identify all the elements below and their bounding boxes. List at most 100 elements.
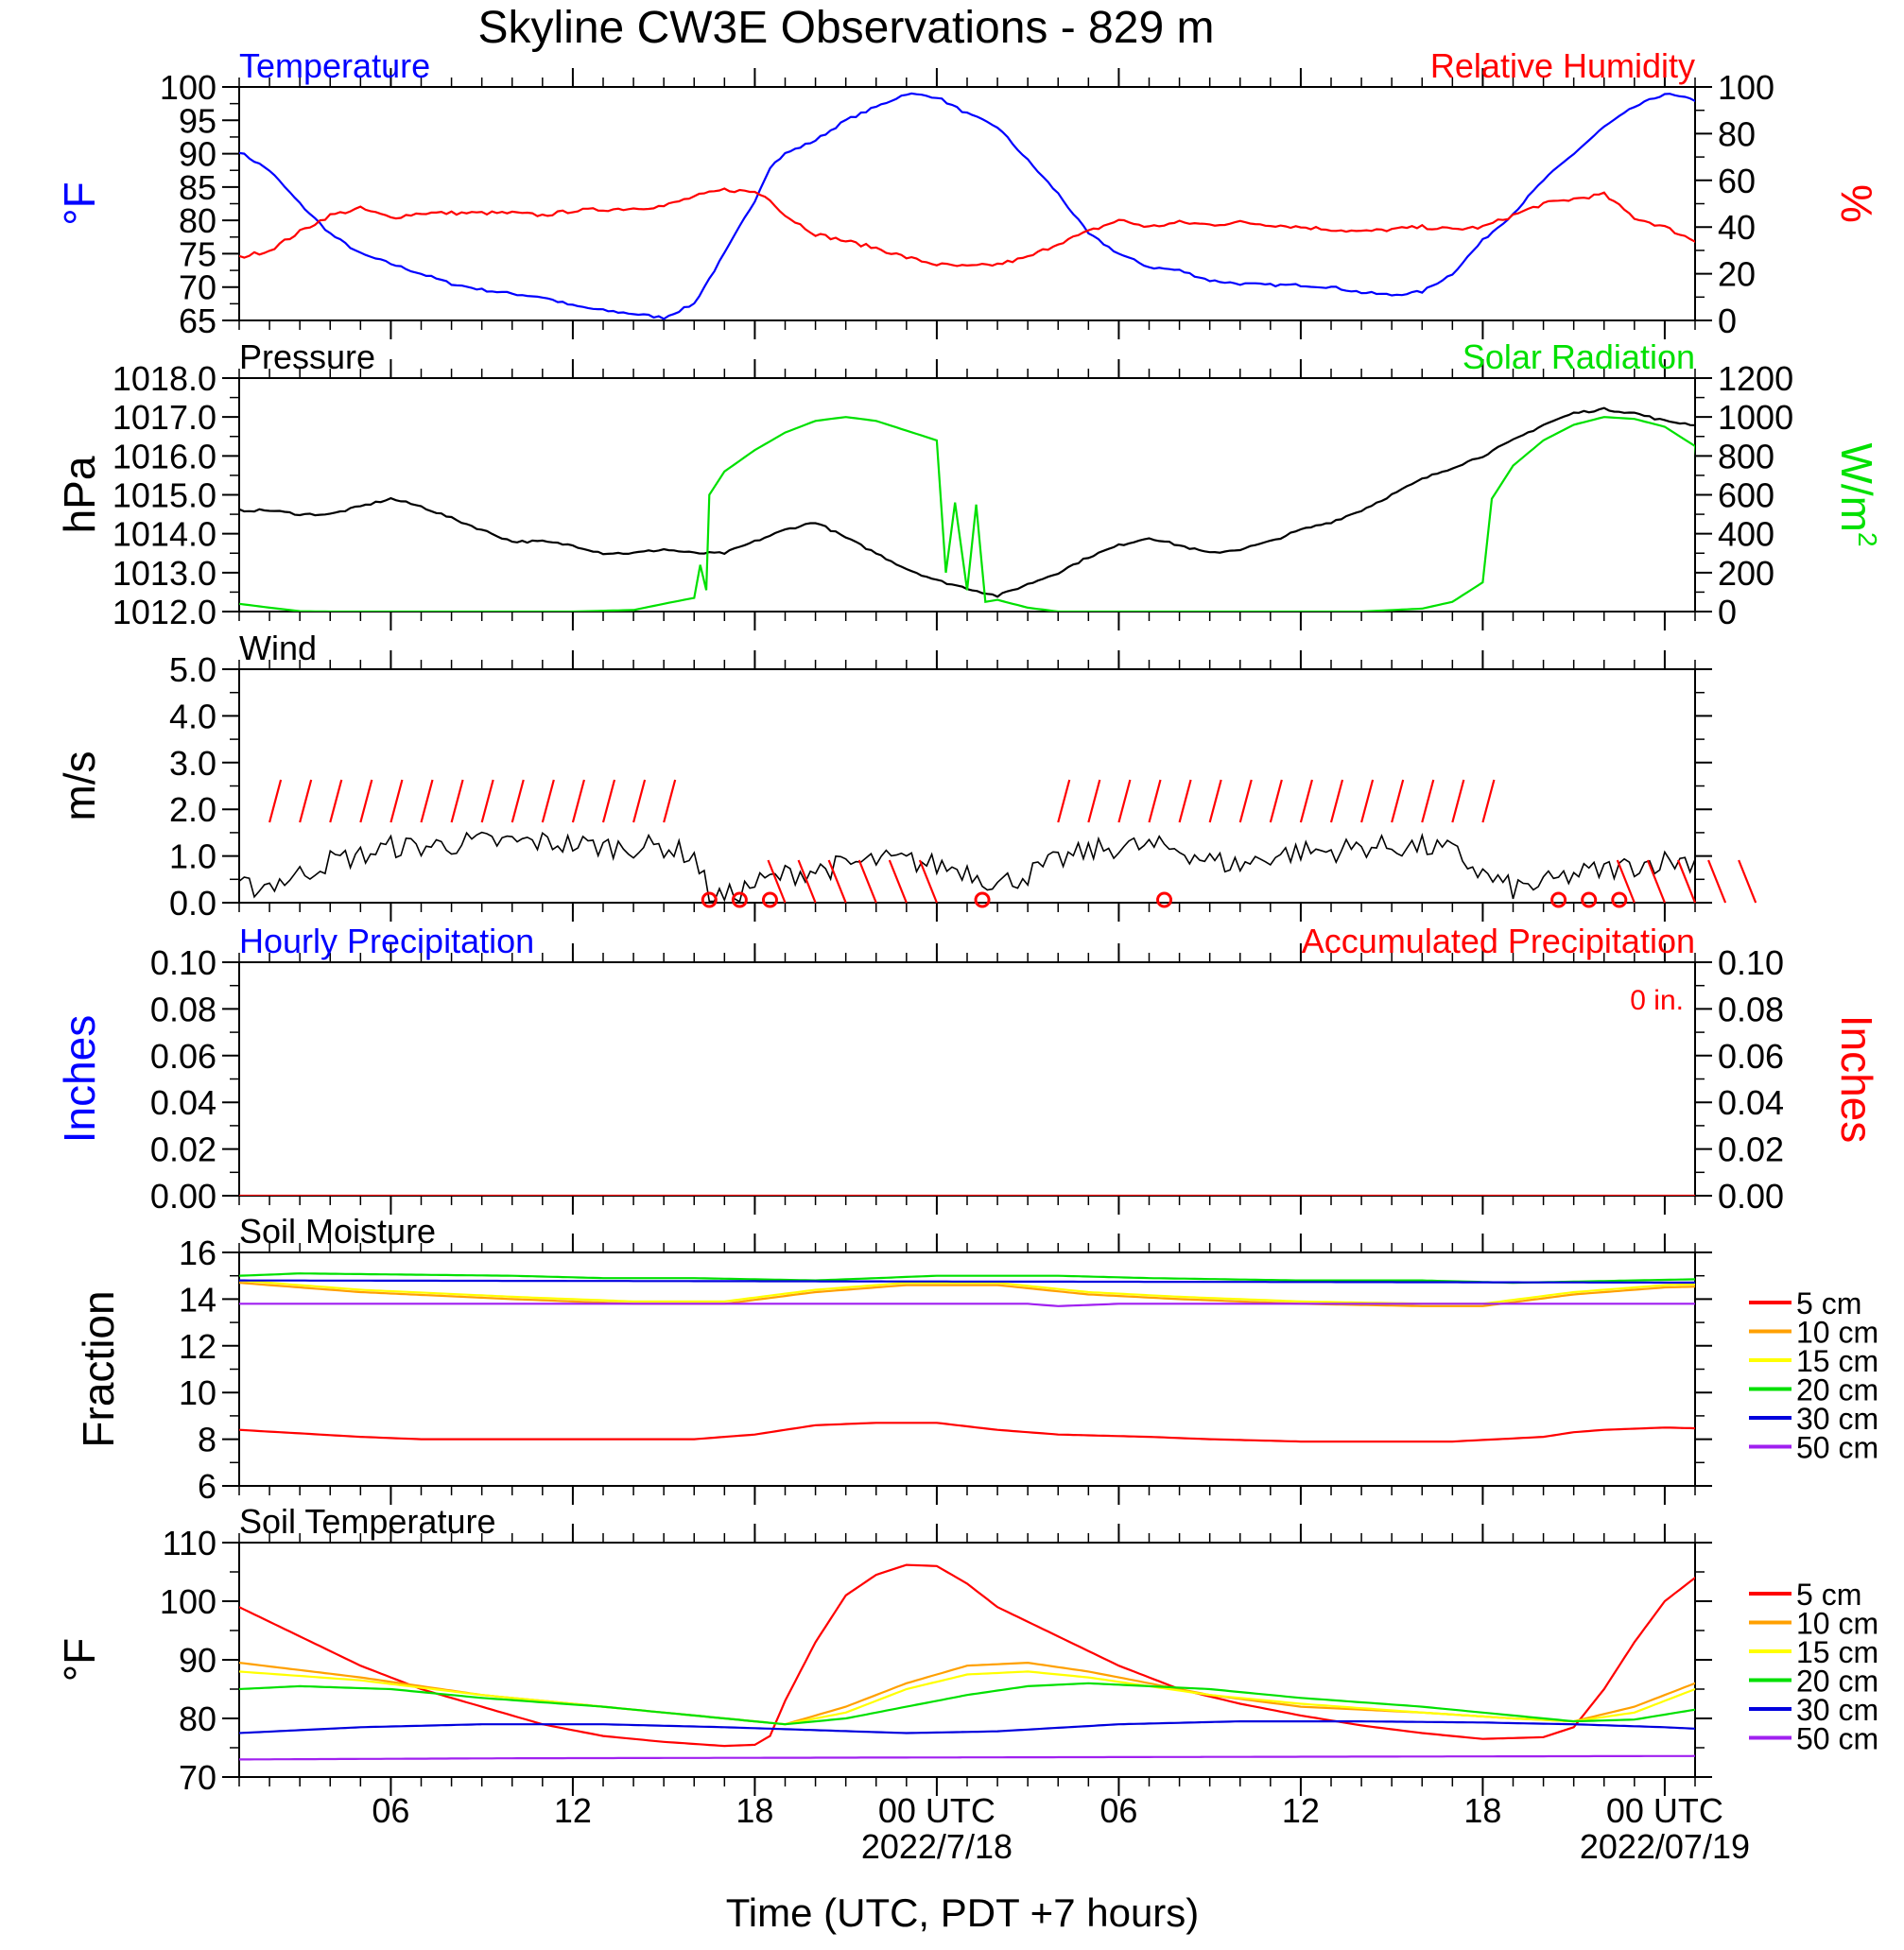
y-tick-label: 90 bbox=[179, 1641, 216, 1680]
calm-wind-marker bbox=[1581, 891, 1598, 908]
x-tick-date-label: 2022/7/18 bbox=[861, 1827, 1013, 1866]
wind-barb bbox=[1299, 779, 1313, 823]
y-tick-label: 0.06 bbox=[150, 1037, 216, 1076]
wind-barb bbox=[329, 779, 343, 823]
y-tick-label: 0.0 bbox=[169, 884, 216, 923]
y-tick-label: 85 bbox=[179, 168, 216, 207]
y-axis-label: hPa bbox=[55, 456, 104, 533]
y-tick-label: 0.08 bbox=[150, 990, 216, 1028]
legend-label: 10 cm bbox=[1796, 1607, 1878, 1641]
series-line-50cm bbox=[239, 1303, 1695, 1307]
legend-label: 50 cm bbox=[1796, 1431, 1878, 1465]
y-axis-label: Inches bbox=[55, 1015, 104, 1144]
series-line-solar bbox=[239, 416, 1695, 612]
y-tick-label: 100 bbox=[160, 68, 216, 107]
y2-axis-label-superscript: 2 bbox=[1853, 532, 1882, 547]
series-line-5cm bbox=[239, 1422, 1695, 1443]
y-tick-label: 80 bbox=[179, 1700, 216, 1738]
y-axis-label: °F bbox=[55, 1638, 104, 1683]
series-line-30cm bbox=[239, 1279, 1695, 1284]
panel-right-title: Solar Radiation bbox=[1463, 337, 1695, 376]
panel-3: 0.10 0.08 0.06 0.04 0.02 0.00 0.10 0.08 0.06 0.04… bbox=[55, 922, 1881, 1216]
wind-barb bbox=[601, 779, 616, 823]
y-tick-label: 2.0 bbox=[169, 790, 216, 829]
x-tick-label: 12 bbox=[554, 1791, 592, 1830]
panel-0: 10095908580757065100806040200Temperature… bbox=[55, 46, 1881, 340]
series-line-wind bbox=[239, 831, 1695, 903]
legend-label: 20 cm bbox=[1796, 1373, 1878, 1407]
calm-wind-marker bbox=[1156, 891, 1173, 908]
y2-tick-label: 1200 bbox=[1718, 359, 1793, 398]
calm-wind-marker bbox=[1550, 891, 1567, 908]
wind-barb bbox=[1481, 779, 1496, 823]
y-tick-label: 5.0 bbox=[169, 650, 216, 689]
y2-tick-label: 0 bbox=[1718, 302, 1737, 340]
calm-wind-marker bbox=[731, 891, 748, 908]
y2-tick-label: 400 bbox=[1718, 515, 1774, 554]
series-line-30cm bbox=[239, 1720, 1695, 1734]
y-tick-label: 1017.0 bbox=[113, 398, 216, 437]
y2-tick-label: 0.04 bbox=[1718, 1083, 1784, 1122]
series-line-5cm bbox=[239, 1563, 1695, 1748]
y2-tick-label: 20 bbox=[1718, 255, 1756, 294]
panel-right-title: Accumulated Precipitation bbox=[1302, 922, 1695, 960]
wind-barb bbox=[888, 859, 908, 904]
wind-barb bbox=[389, 779, 404, 823]
wind-barb bbox=[1178, 779, 1192, 823]
y-axis-label: °F bbox=[55, 181, 104, 226]
y2-tick-label: 0 bbox=[1718, 593, 1737, 631]
wind-barb bbox=[827, 859, 847, 904]
calm-wind-marker bbox=[761, 891, 778, 908]
y2-tick-label: 0.06 bbox=[1718, 1037, 1784, 1076]
y-tick-label: 1012.0 bbox=[113, 593, 216, 631]
wind-barb bbox=[1238, 779, 1253, 823]
panel-1: 1018.01017.01016.01015.01014.01013.01012… bbox=[55, 337, 1882, 631]
wind-barb bbox=[1738, 859, 1757, 904]
wind-barb bbox=[420, 779, 434, 823]
y-tick-label: 14 bbox=[179, 1280, 216, 1319]
y-tick-label: 100 bbox=[160, 1582, 216, 1621]
y-axis-label: Fraction bbox=[74, 1290, 123, 1447]
wind-barb bbox=[632, 779, 647, 823]
y2-tick-label: 0.00 bbox=[1718, 1177, 1784, 1216]
y2-tick-label: 0.02 bbox=[1718, 1130, 1784, 1169]
wind-barb bbox=[359, 779, 373, 823]
y-tick-label: 0.10 bbox=[150, 943, 216, 982]
x-tick-label: 18 bbox=[1463, 1791, 1501, 1830]
y2-axis-label: W/m2 bbox=[1832, 442, 1882, 546]
y2-tick-label: 200 bbox=[1718, 554, 1774, 593]
wind-barb bbox=[1208, 779, 1222, 823]
wind-barb bbox=[1360, 779, 1375, 823]
wind-barb bbox=[1391, 779, 1405, 823]
legend-label: 30 cm bbox=[1796, 1402, 1878, 1436]
y-tick-label: 80 bbox=[179, 201, 216, 240]
panel-2: 5.0 4.0 3.0 2.0 1.0 0.0 Wind m/s bbox=[55, 629, 1757, 923]
wind-barb bbox=[1057, 779, 1071, 823]
plot-frame bbox=[238, 1542, 1696, 1778]
plot-frame bbox=[238, 1251, 1696, 1487]
series-line-15cm bbox=[239, 1279, 1695, 1305]
wind-barb bbox=[1646, 859, 1666, 904]
y-tick-label: 1016.0 bbox=[113, 437, 216, 475]
wind-barb bbox=[767, 859, 787, 904]
panel-left-title: Hourly Precipitation bbox=[239, 922, 534, 960]
y2-tick-label: 0.08 bbox=[1718, 990, 1784, 1028]
y-tick-label: 1018.0 bbox=[113, 359, 216, 398]
x-tick-date-label: 2022/07/19 bbox=[1580, 1827, 1750, 1866]
wind-barb bbox=[571, 779, 585, 823]
y2-tick-label: 800 bbox=[1718, 437, 1774, 475]
series-line-20cm bbox=[239, 1682, 1695, 1726]
y2-tick-label: 0.10 bbox=[1718, 943, 1784, 982]
series-line-humidity bbox=[239, 187, 1695, 267]
panel-right-title: Relative Humidity bbox=[1430, 46, 1695, 85]
calm-wind-marker bbox=[974, 891, 991, 908]
wind-barb bbox=[511, 779, 525, 823]
legend-label: 5 cm bbox=[1796, 1578, 1861, 1612]
x-tick-label: 06 bbox=[1099, 1791, 1137, 1830]
x-tick-label: 06 bbox=[372, 1791, 409, 1830]
